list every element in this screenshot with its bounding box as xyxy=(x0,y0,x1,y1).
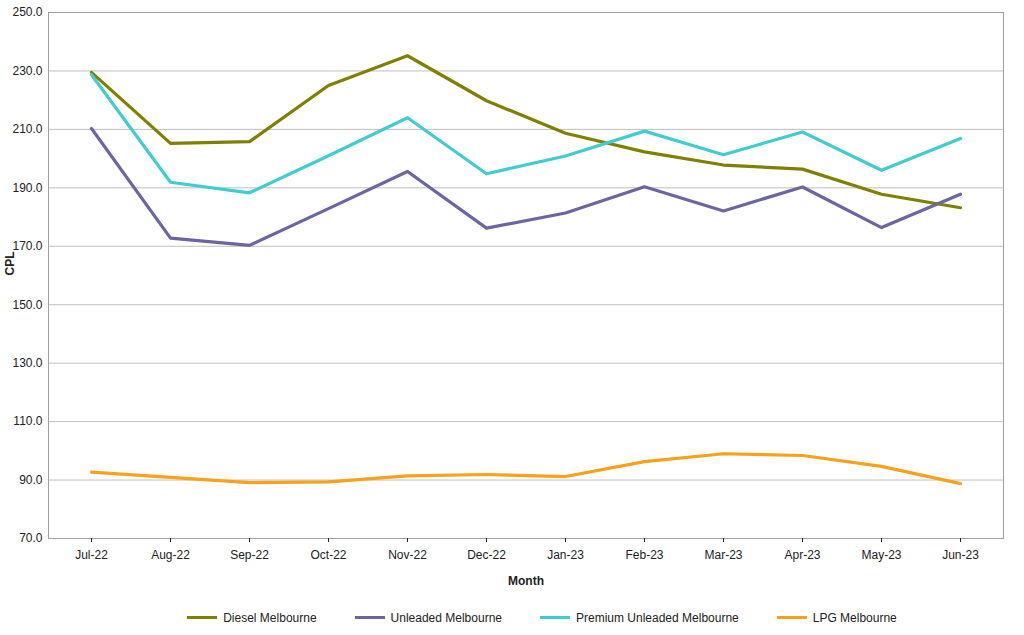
svg-text:Aug-22: Aug-22 xyxy=(151,548,190,562)
svg-text:Month: Month xyxy=(508,574,544,588)
svg-text:170.0: 170.0 xyxy=(12,239,42,253)
svg-text:230.0: 230.0 xyxy=(12,64,42,78)
svg-text:May-23: May-23 xyxy=(861,548,901,562)
html-text:Unleaded Melbourne: Unleaded Melbourne xyxy=(390,610,502,625)
svg-text:90.0: 90.0 xyxy=(19,473,43,487)
html-text:Premium Unleaded Melbourne: Premium Unleaded Melbourne xyxy=(576,610,739,625)
svg-text:70.0: 70.0 xyxy=(19,531,43,545)
svg-text:110.0: 110.0 xyxy=(13,414,42,428)
svg-text:210.0: 210.0 xyxy=(12,122,42,136)
svg-text:Dec-22: Dec-22 xyxy=(467,548,506,562)
html-text:LPG Melbourne: LPG Melbourne xyxy=(812,610,897,625)
svg-text:Jul-22: Jul-22 xyxy=(75,548,108,562)
svg-text:Apr-23: Apr-23 xyxy=(784,548,820,562)
svg-text:Nov-22: Nov-22 xyxy=(388,548,427,562)
svg-text:CPL: CPL xyxy=(3,252,17,276)
svg-text:Jun-23: Jun-23 xyxy=(942,548,979,562)
html-text:Diesel Melbourne: Diesel Melbourne xyxy=(223,610,317,625)
svg-text:Jan-23: Jan-23 xyxy=(547,548,584,562)
svg-text:Oct-22: Oct-22 xyxy=(310,548,346,562)
svg-text:Sep-22: Sep-22 xyxy=(230,548,269,562)
svg-text:250.0: 250.0 xyxy=(12,5,42,19)
svg-text:130.0: 130.0 xyxy=(12,356,42,370)
svg-text:Feb-23: Feb-23 xyxy=(625,548,663,562)
svg-text:190.0: 190.0 xyxy=(12,181,42,195)
svg-text:Mar-23: Mar-23 xyxy=(704,548,742,562)
svg-text:150.0: 150.0 xyxy=(12,298,42,312)
